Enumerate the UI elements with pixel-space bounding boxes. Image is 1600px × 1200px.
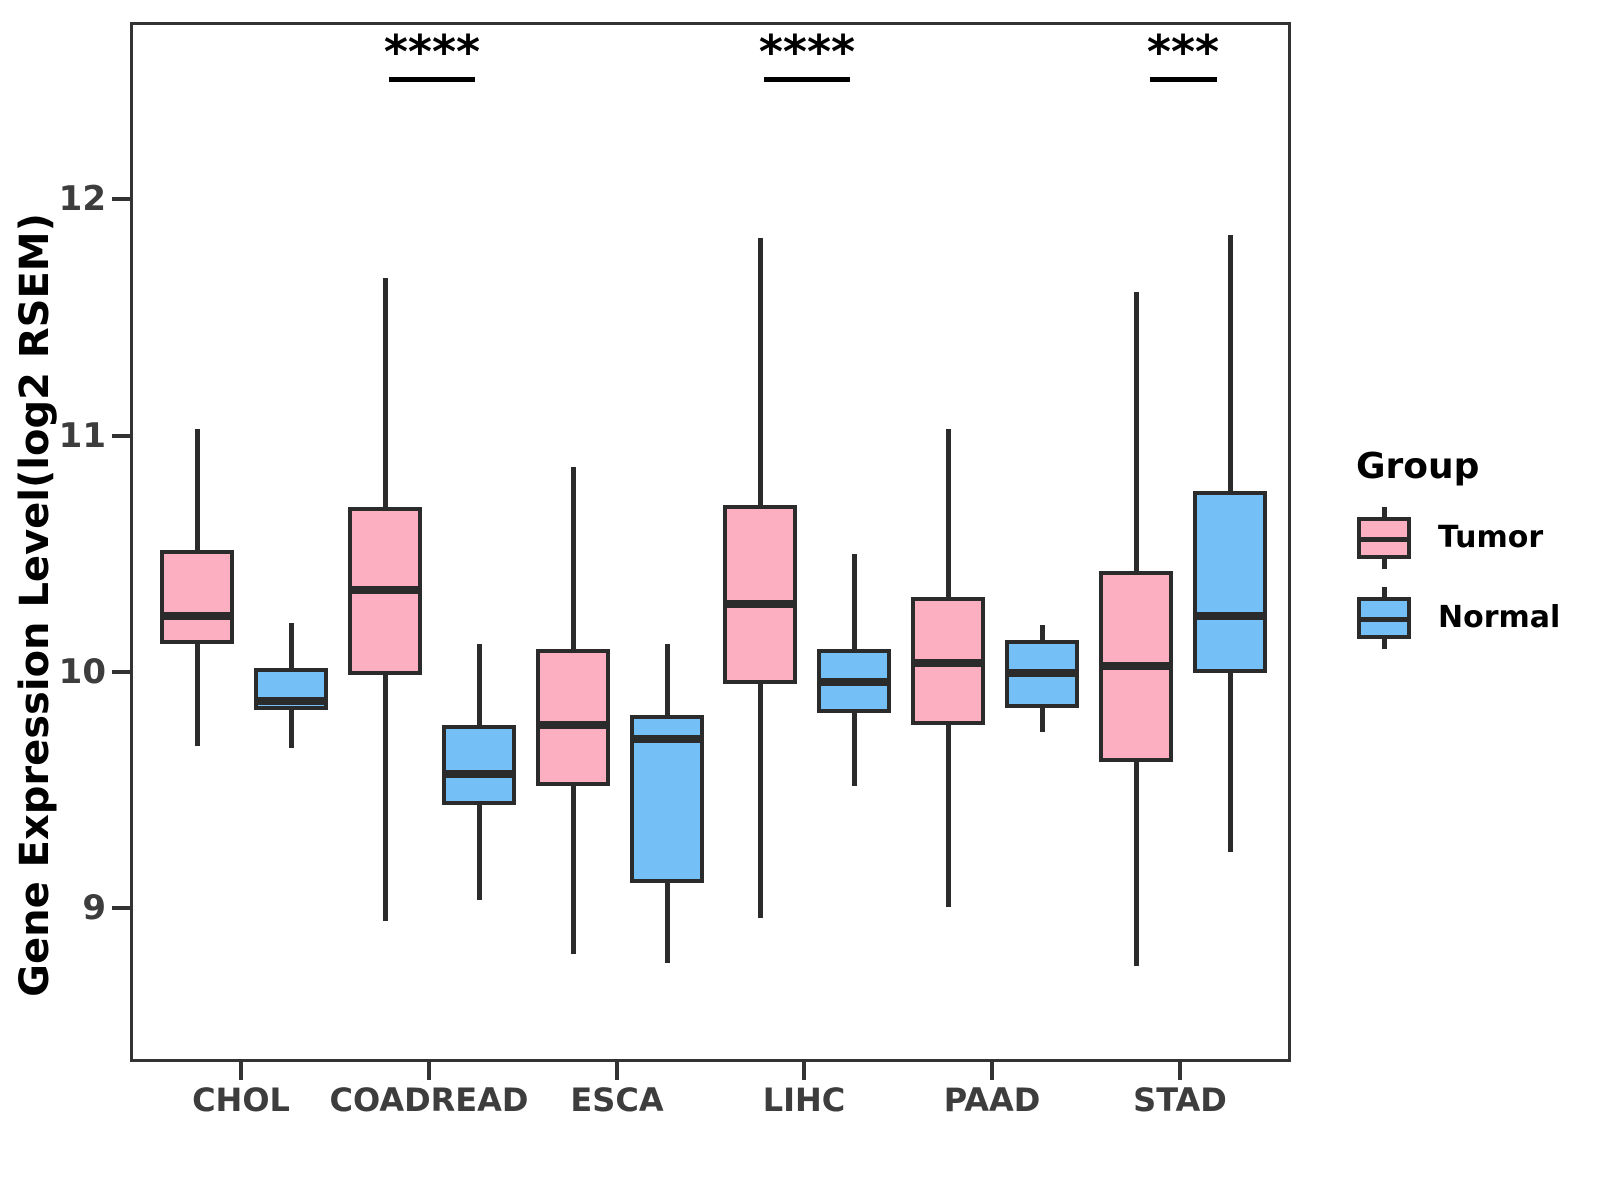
legend-title: Group xyxy=(1356,446,1480,487)
median-line-esca-normal xyxy=(634,735,700,743)
median-line-stad-normal xyxy=(1197,612,1263,620)
legend-label-normal: Normal xyxy=(1438,600,1561,635)
median-line-chol-normal xyxy=(258,697,324,705)
x-tick-label-lihc: LIHC xyxy=(762,1081,846,1119)
median-line-paad-normal xyxy=(1009,669,1075,677)
y-tick-label: 9 xyxy=(82,888,106,928)
significance-underline-lihc xyxy=(764,77,850,82)
median-line-lihc-tumor xyxy=(727,600,793,608)
key-whisker-stub xyxy=(1382,638,1387,649)
plot-panel: **** **** *** xyxy=(130,22,1291,1062)
y-tick-label: 12 xyxy=(58,179,106,219)
box-esca-normal xyxy=(630,715,704,883)
significance-label-lihc: **** xyxy=(758,25,856,79)
x-tick-mark xyxy=(802,1062,806,1080)
significance-label-coadread: **** xyxy=(383,25,481,79)
box-lihc-tumor xyxy=(723,505,797,684)
significance-label-stad: *** xyxy=(1146,25,1220,79)
significance-underline-stad xyxy=(1149,77,1217,82)
key-box xyxy=(1357,517,1411,559)
y-tick-label: 10 xyxy=(58,652,106,692)
x-tick-label-coadread: COADREAD xyxy=(329,1081,529,1119)
x-tick-label-paad: PAAD xyxy=(943,1081,1041,1119)
x-tick-mark xyxy=(1178,1062,1182,1080)
median-line-lihc-normal xyxy=(821,678,887,686)
median-line-coadread-tumor xyxy=(352,586,418,594)
median-line-coadread-normal xyxy=(446,770,512,778)
key-whisker-stub xyxy=(1382,507,1387,518)
key-median-line xyxy=(1361,616,1407,622)
median-line-esca-tumor xyxy=(540,721,606,729)
y-tick-mark xyxy=(112,670,130,674)
box-coadread-normal xyxy=(442,725,516,805)
y-tick-mark xyxy=(112,197,130,201)
median-line-paad-tumor xyxy=(915,659,981,667)
x-tick-mark xyxy=(427,1062,431,1080)
legend-item-normal: Normal xyxy=(1330,587,1560,649)
legend: Group Tumor Normal xyxy=(1330,445,1560,649)
x-tick-mark xyxy=(239,1062,243,1080)
box-chol-tumor xyxy=(160,550,234,644)
y-axis-title: Gene Expression Level(log2 RSEM) xyxy=(12,213,58,997)
box-stad-normal xyxy=(1193,491,1267,673)
legend-item-tumor: Tumor xyxy=(1330,507,1560,569)
key-box xyxy=(1357,597,1411,639)
y-tick-label: 11 xyxy=(58,416,106,456)
x-tick-label-esca: ESCA xyxy=(570,1081,664,1119)
normal-boxplot-key-icon xyxy=(1356,587,1412,649)
x-tick-mark xyxy=(990,1062,994,1080)
y-tick-mark xyxy=(112,906,130,910)
x-tick-mark xyxy=(615,1062,619,1080)
key-whisker-stub xyxy=(1382,587,1387,598)
x-tick-label-stad: STAD xyxy=(1133,1081,1227,1119)
key-median-line xyxy=(1361,536,1407,542)
legend-label-tumor: Tumor xyxy=(1438,520,1544,555)
median-line-chol-tumor xyxy=(164,612,230,620)
box-esca-tumor xyxy=(536,649,610,786)
key-whisker-stub xyxy=(1382,558,1387,569)
median-line-stad-tumor xyxy=(1103,662,1169,670)
tumor-boxplot-key-icon xyxy=(1356,507,1412,569)
x-tick-label-chol: CHOL xyxy=(192,1081,290,1119)
significance-underline-coadread xyxy=(389,77,475,82)
y-tick-mark xyxy=(112,434,130,438)
